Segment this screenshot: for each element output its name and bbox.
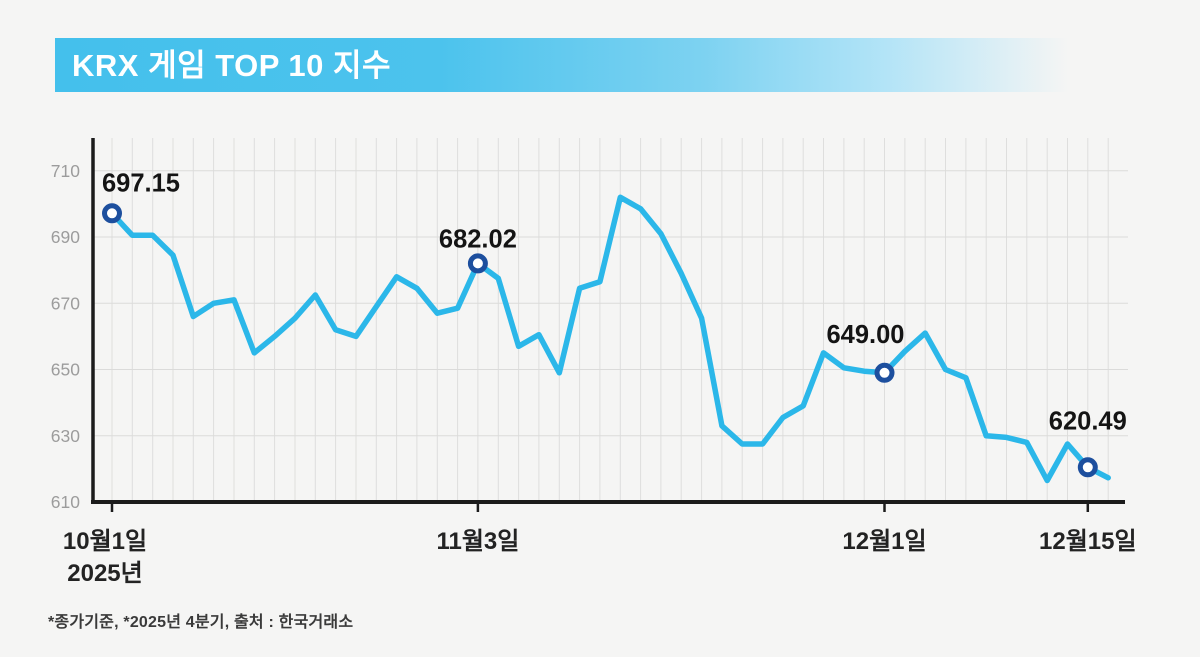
data-point-marker [874,362,895,383]
x-axis-label: 12월1일 [842,528,926,555]
title-banner: KRX 게임 TOP 10 지수 [55,38,1068,92]
y-axis-label: 630 [51,426,80,446]
source-note: *종가기준, *2025년 4분기, 출처 : 한국거래소 [48,614,354,631]
y-axis-label: 610 [51,492,80,512]
y-axis-label: 690 [51,227,80,247]
data-point-marker [102,203,122,224]
y-axis-label: 670 [51,293,80,313]
data-point-value-label: 649.00 [827,321,905,349]
data-point-marker [1077,457,1098,478]
page-title: KRX 게임 TOP 10 지수 [72,47,392,83]
data-point-value-label: 697.15 [102,169,180,197]
y-axis-label: 710 [51,161,80,181]
data-point-value-label: 682.02 [439,225,517,253]
x-axis-label: 12월15일 [1039,528,1137,555]
x-axis-label: 10월1일 [63,528,147,555]
data-point-value-label: 620.49 [1049,407,1127,435]
y-axis-label: 650 [51,360,80,380]
index-series-line [109,194,1111,484]
data-point-marker [467,253,488,274]
x-axis-year-label: 2025년 [67,560,142,587]
x-axis-label: 11월3일 [436,528,519,555]
